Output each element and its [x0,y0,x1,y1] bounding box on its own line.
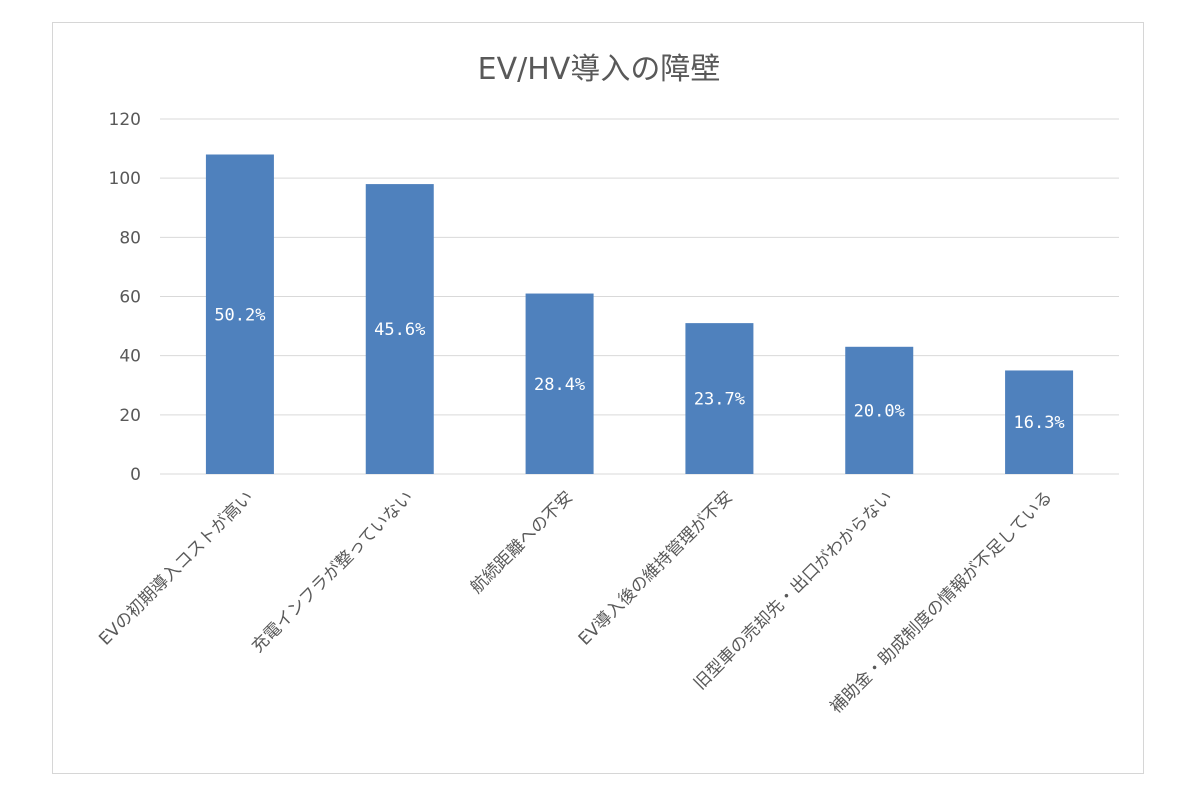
data-label: 50.2% [214,305,265,325]
chart-title: EV/HV導入の障壁 [478,52,721,87]
bar [365,184,434,475]
bar [1005,370,1074,474]
y-tick-label: 20 [119,406,141,426]
y-axis-tick-labels: 0 20 40 60 80 100 120 [109,110,141,485]
y-tick-label: 80 [119,228,141,248]
chart-frame: EV/HV導入の障壁 0 20 40 60 80 100 120 50.2% 45.6% 28.… [52,22,1144,774]
category-label: EV導入後の維持管理が不安 [575,487,737,649]
data-label: 16.3% [1013,413,1064,433]
data-labels: 50.2% 45.6% 28.4% 23.7% 20.0% 16.3% [214,305,1064,433]
y-tick-label: 60 [119,288,141,308]
category-label: EVの初期導入コストが高い [95,487,257,649]
y-tick-label: 40 [119,347,141,367]
bars [205,154,1074,475]
data-label: 20.0% [854,401,905,421]
gridlines [160,118,1119,475]
data-label: 28.4% [534,375,585,395]
y-tick-label: 100 [109,169,141,189]
data-label: 45.6% [374,320,425,340]
bar [525,293,594,474]
bar [845,346,914,474]
data-label: 23.7% [694,390,745,410]
y-tick-label: 0 [130,465,141,485]
bar [205,154,274,474]
category-label: 充電インフラが整っていない [248,487,417,656]
bar-chart: EV/HV導入の障壁 0 20 40 60 80 100 120 50.2% 45.6% 28.… [95,52,1119,718]
y-tick-label: 120 [109,110,141,130]
bar [685,323,754,474]
category-label: 航続距離への不安 [467,487,577,597]
